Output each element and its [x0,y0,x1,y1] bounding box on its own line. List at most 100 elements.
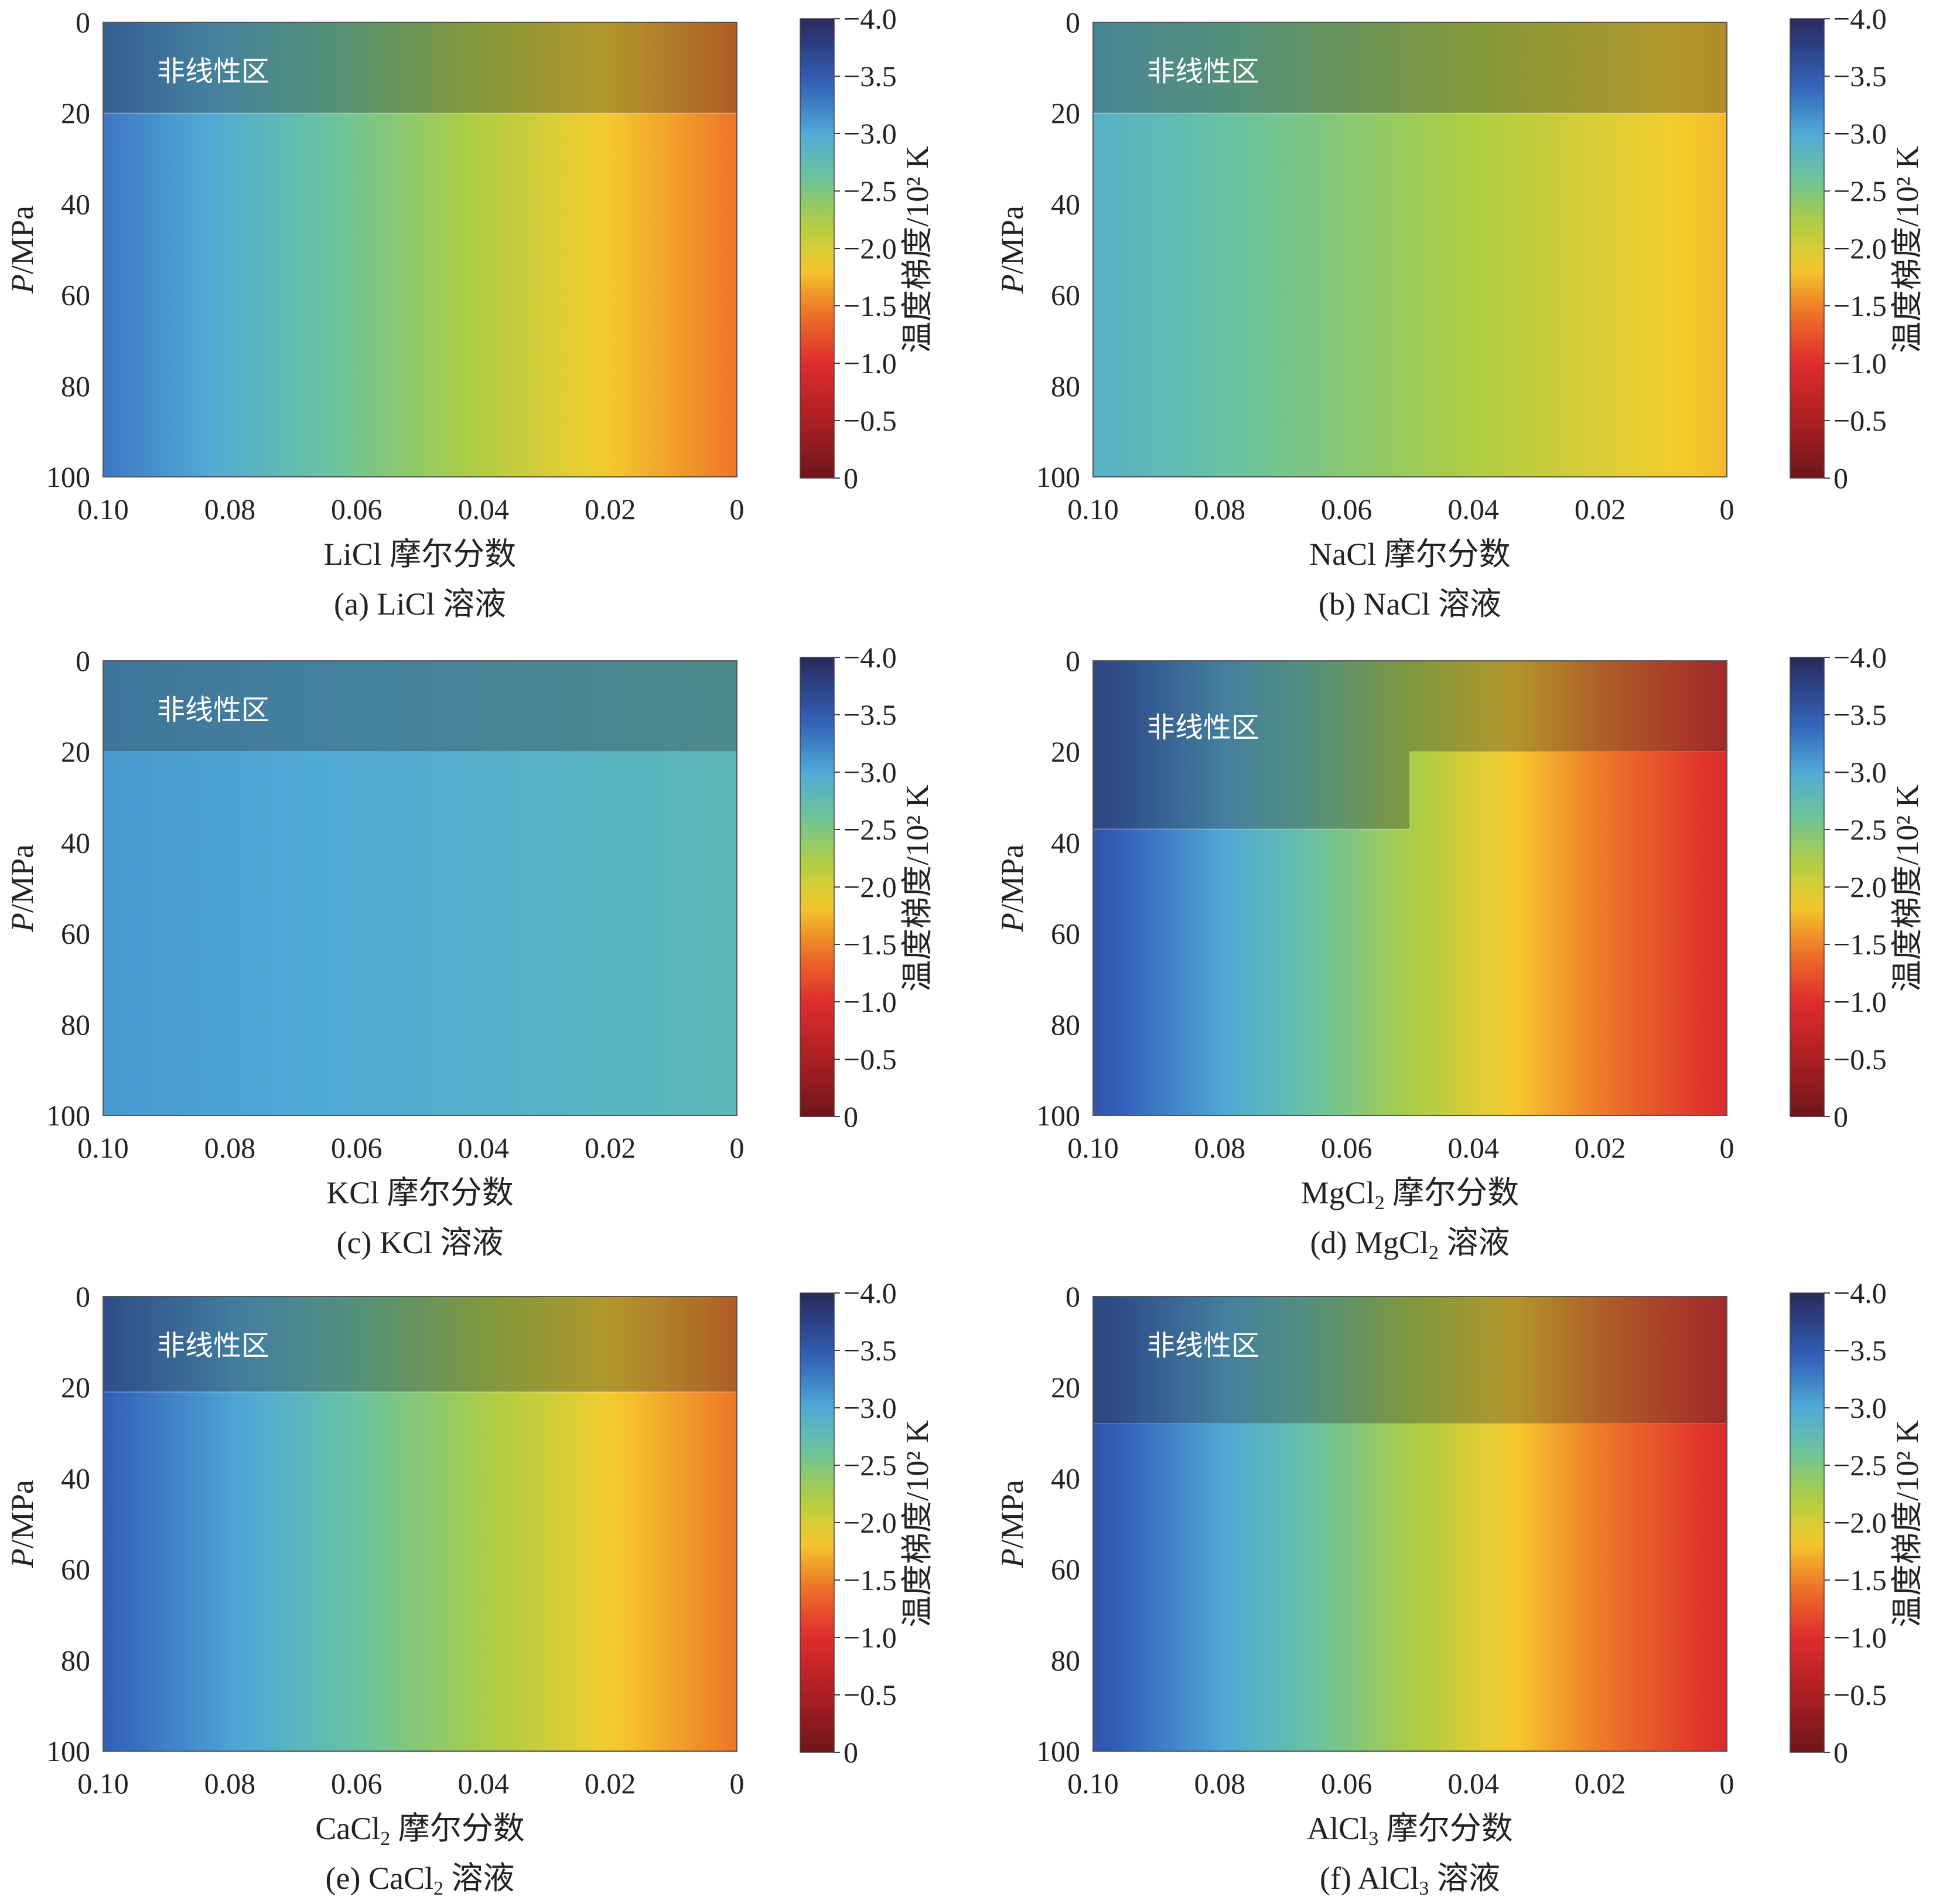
x-axis-title: LiCl 摩尔分数 [324,537,517,572]
nonlinear-region-label: 非线性区 [157,56,269,87]
x-tick-label: 0 [730,493,745,526]
y-tick-label: 100 [1036,1735,1080,1768]
nonlinear-region-label: 非线性区 [157,695,269,726]
colorbar [1790,1292,1825,1753]
x-tick-label: 0.10 [77,1767,129,1800]
colorbar-tick-label: −4.0 [844,2,897,35]
colorbar-tick-label: −2.5 [1833,175,1887,207]
y-tick-label: 80 [1051,1644,1080,1677]
y-tick-label: 20 [61,735,90,768]
heatmap-field [1093,661,1727,1115]
colorbar-tick-label: −1.0 [1833,985,1887,1018]
colorbar-tick-label: 0 [844,462,858,494]
x-tick-label: 0.08 [1194,1767,1246,1800]
x-tick-label: 0.10 [77,493,129,526]
colorbar-tick-label: −3.0 [1833,756,1887,789]
y-tick-label: 40 [1051,187,1080,220]
colorbar [1790,657,1825,1117]
x-tick-label: 0.06 [331,1131,383,1164]
colorbar-tick-label: −2.0 [1833,871,1887,903]
y-tick-label: 20 [61,97,90,129]
y-tick-label: 0 [76,1280,90,1313]
x-tick-label: 0.08 [1194,493,1246,526]
y-tick-label: 100 [1036,460,1080,493]
colorbar-tick-label: 0 [1833,1736,1848,1769]
colorbar [800,657,835,1117]
y-tick-label: 40 [61,826,90,859]
nonlinear-region-label: 非线性区 [1147,1330,1259,1362]
x-tick-label: 0.08 [204,1131,256,1164]
colorbar-tick-label: −3.0 [844,117,897,150]
heatmap-field [1093,1296,1727,1751]
y-axis-title: P/MPa [995,206,1030,294]
y-axis-title: P/MPa [5,206,40,294]
colorbar-title: 温度梯度/10² K [900,784,935,992]
x-tick-label: 0.06 [1321,1767,1372,1800]
colorbar-tick-label: −0.5 [844,404,897,437]
y-tick-label: 60 [61,279,90,312]
x-tick-label: 0.02 [1575,493,1626,526]
colorbar-tick-label: −0.5 [844,1678,897,1711]
colorbar-tick-label: −1.5 [844,289,897,322]
x-tick-label: 0.02 [1575,1131,1626,1164]
colorbar-tick-label: −2.5 [844,813,897,846]
colorbar-tick-label: −1.5 [1833,289,1887,322]
x-tick-label: 0.10 [1067,1767,1119,1800]
x-tick-label: 0 [1720,1131,1734,1164]
colorbar-tick-label: −0.5 [1833,1678,1887,1711]
plot-frame [1092,1296,1727,1752]
panel-caption: (f) AlCl3 溶液 [1320,1861,1500,1897]
plot-frame [1092,660,1727,1116]
x-tick-label: 0.10 [1067,1131,1119,1164]
x-axis-title: KCl 摩尔分数 [326,1175,514,1210]
y-tick-label: 40 [1051,826,1080,859]
panel-caption: (a) LiCl 溶液 [334,586,506,622]
x-tick-label: 0.08 [1194,1131,1246,1164]
colorbar [1790,18,1825,479]
colorbar-tick-label: 0 [844,1100,858,1133]
colorbar-tick-label: −4.0 [1833,2,1887,35]
colorbar [800,18,835,479]
colorbar-tick-label: −2.0 [844,871,897,903]
x-tick-label: 0.04 [1447,1131,1499,1164]
y-tick-label: 20 [1051,735,1080,768]
colorbar-tick-label: −0.5 [1833,1043,1887,1076]
plot-frame [103,660,737,1116]
x-tick-label: 0.10 [1067,493,1119,526]
nonlinear-region [103,22,737,114]
colorbar-tick-label: 0 [1833,462,1848,494]
heatmap-field [103,22,737,477]
nonlinear-region [103,660,737,752]
colorbar-tick-label: −3.5 [844,698,897,731]
nonlinear-region-label: 非线性区 [1147,56,1259,87]
colorbar-tick-label: −1.0 [844,985,897,1018]
colorbar-tick-label: 0 [844,1736,858,1769]
y-tick-label: 60 [1051,279,1080,312]
colorbar-tick-label: −3.0 [844,756,897,789]
colorbar-tick-label: 0 [1833,1100,1848,1133]
colorbar-tick-label: −3.5 [844,1334,897,1367]
colorbar-tick-label: −3.0 [1833,1391,1887,1424]
x-axis-title: NaCl 摩尔分数 [1309,537,1511,572]
y-tick-label: 60 [61,917,90,950]
y-tick-label: 100 [1036,1099,1080,1132]
heatmap-field [103,661,737,1115]
colorbar [800,1292,835,1753]
y-axis-title: P/MPa [995,844,1030,933]
y-tick-label: 0 [76,6,90,39]
x-tick-label: 0 [1720,493,1734,526]
x-tick-label: 0.04 [1447,1767,1499,1800]
colorbar-tick-label: −3.5 [1833,698,1887,731]
colorbar-tick-label: −0.5 [844,1043,897,1076]
y-axis-title: P/MPa [995,1480,1030,1568]
heatmap-field [103,1296,737,1751]
plot-frame [103,1296,737,1752]
x-tick-label: 0.06 [1321,1131,1372,1164]
colorbar-tick-label: −1.0 [1833,1621,1887,1654]
panel-caption: (c) KCl 溶液 [337,1225,504,1260]
y-tick-label: 60 [1051,917,1080,950]
y-tick-label: 100 [46,460,90,493]
